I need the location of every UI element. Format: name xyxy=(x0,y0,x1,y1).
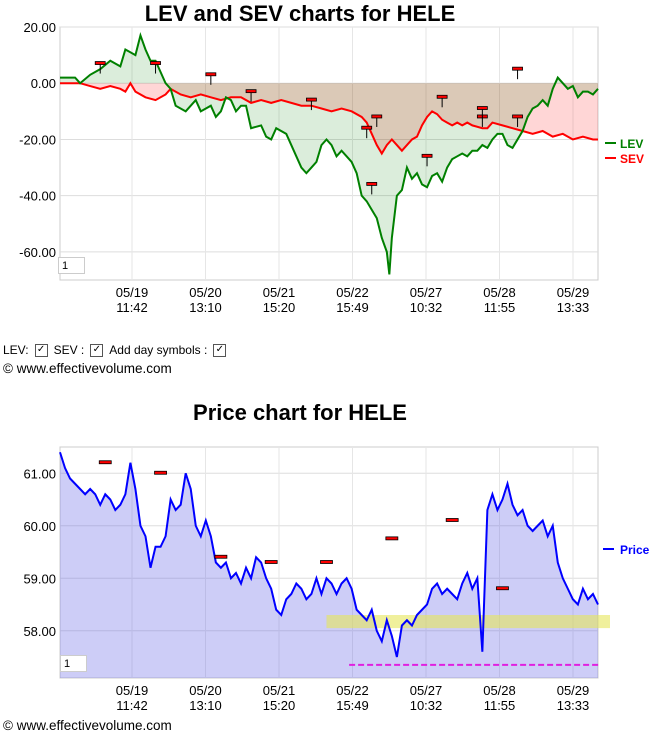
price-day-marker xyxy=(385,536,399,541)
price-x-tick-time: 11:55 xyxy=(484,698,516,713)
lev-x-tick-time: 10:32 xyxy=(410,300,443,315)
price-day-marker xyxy=(496,586,509,591)
day-marker xyxy=(366,182,378,186)
day-marker xyxy=(476,106,488,110)
price-x-tick-date: 05/22 xyxy=(336,683,369,698)
lev-x-tick-date: 05/27 xyxy=(410,285,443,300)
price-y-tick-label: 58.00 xyxy=(23,624,56,639)
lev-y-tick-label: 0.00 xyxy=(31,76,56,91)
price-x-tick-time: 15:49 xyxy=(336,698,369,713)
price-x-tick-date: 05/21 xyxy=(263,683,296,698)
price-line xyxy=(59,451,599,658)
lev-x-tick-time: 11:42 xyxy=(116,300,148,315)
lev-line xyxy=(60,32,599,275)
day-marker xyxy=(436,94,448,99)
price-chart-title: Price chart for HELE xyxy=(193,400,407,425)
lev-x-tick-date: 05/22 xyxy=(336,285,369,300)
price-day-marker xyxy=(98,460,112,465)
legend-label-price: Price xyxy=(620,543,650,557)
price-x-tick-date: 05/27 xyxy=(410,683,443,698)
lev-x-tick-time: 13:33 xyxy=(557,300,590,315)
day-symbols-checkbox[interactable] xyxy=(213,343,227,357)
price-y-tick-label: 60.00 xyxy=(23,519,56,534)
day-marker xyxy=(150,61,161,65)
price-x-tick-date: 05/29 xyxy=(557,683,590,698)
sev-area xyxy=(60,83,598,154)
day-symbols-checkbox-label: Add day symbols : xyxy=(109,343,208,357)
lev-x-tick-time: 15:20 xyxy=(263,300,296,315)
lev-x-tick-time: 13:10 xyxy=(189,300,222,315)
lev-x-tick-date: 05/29 xyxy=(557,285,590,300)
lev-plot-background xyxy=(59,26,599,281)
lev-y-tick-label: 20.00 xyxy=(23,20,56,35)
price-x-tick-time: 13:33 xyxy=(557,698,590,713)
day-marker xyxy=(245,89,257,94)
day-marker xyxy=(306,97,317,102)
price-x-tick-time: 10:32 xyxy=(410,698,443,713)
day-marker xyxy=(421,153,433,158)
lev-y-tick-label: -20.00 xyxy=(19,132,56,147)
lev-x-tick-time: 15:49 xyxy=(336,300,369,315)
lev-area xyxy=(60,35,598,275)
lev-y-tick-label: -40.00 xyxy=(19,189,56,204)
price-x-tick-date: 05/19 xyxy=(116,683,149,698)
day-marker xyxy=(94,61,106,65)
lev-checkbox[interactable] xyxy=(34,343,48,357)
sev-checkbox[interactable] xyxy=(90,343,104,357)
copyright-text: © www.effectivevolume.com xyxy=(3,361,172,376)
price-day-marker xyxy=(264,560,278,564)
lev-x-tick-time: 11:55 xyxy=(484,300,516,315)
price-x-tick-time: 11:42 xyxy=(116,698,148,713)
price-y-tick-label: 61.00 xyxy=(23,466,56,481)
lev-y-tick-label: -60.00 xyxy=(19,245,56,260)
day-marker xyxy=(512,114,523,119)
lev-x-tick-date: 05/28 xyxy=(483,285,516,300)
sev-checkbox-label: SEV : xyxy=(53,343,85,357)
day-marker xyxy=(512,66,523,71)
price-x-tick-time: 15:20 xyxy=(263,698,296,713)
lev-zoom-input[interactable]: 1 xyxy=(58,257,85,274)
price-x-tick-date: 05/28 xyxy=(483,683,516,698)
support-band xyxy=(326,615,610,629)
legend-label-sev: SEV xyxy=(620,152,644,166)
price-day-marker xyxy=(214,554,228,559)
day-marker xyxy=(205,72,217,77)
day-marker xyxy=(371,114,383,119)
day-marker xyxy=(361,125,373,130)
price-y-tick-label: 59.00 xyxy=(23,571,56,586)
sev-line xyxy=(60,81,598,156)
copyright-text-bottom: © www.effectivevolume.com xyxy=(3,718,172,733)
lev-x-tick-date: 05/20 xyxy=(189,285,222,300)
lev-checkbox-label: LEV: xyxy=(3,343,29,357)
price-x-tick-time: 13:10 xyxy=(189,698,222,713)
lev-x-tick-date: 05/19 xyxy=(116,285,149,300)
chart-options: LEV: SEV : Add day symbols : xyxy=(3,343,232,357)
price-zoom-input[interactable]: 1 xyxy=(60,655,87,672)
legend-label-lev: LEV xyxy=(620,137,643,151)
price-day-marker xyxy=(320,560,333,564)
lev-chart-title: LEV and SEV charts for HELE xyxy=(144,1,456,26)
price-day-marker xyxy=(154,470,167,475)
price-day-marker xyxy=(445,518,459,522)
lev-x-tick-date: 05/21 xyxy=(263,285,296,300)
price-x-tick-date: 05/20 xyxy=(189,683,222,698)
